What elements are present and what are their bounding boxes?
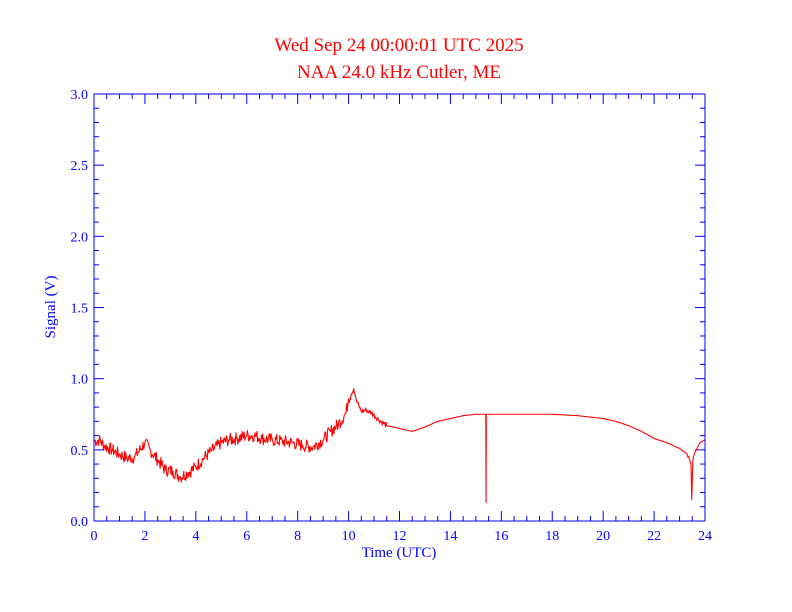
- y-tick-label: 0.0: [71, 515, 89, 530]
- y-axis-label: Signal (V): [43, 276, 59, 339]
- x-tick-label: 6: [243, 529, 250, 544]
- signal-series-line: [93, 388, 706, 504]
- x-axis-label: Time (UTC): [362, 545, 437, 561]
- y-tick-label: 2.5: [71, 159, 89, 174]
- x-tick-label: 22: [647, 529, 661, 544]
- y-tick-label: 1.5: [71, 302, 89, 317]
- y-tick-label: 0.5: [71, 444, 89, 459]
- x-tick-label: 0: [91, 529, 98, 544]
- x-tick-label: 18: [545, 529, 559, 544]
- x-tick-label: 8: [294, 529, 301, 544]
- plot-frame: [93, 93, 706, 522]
- x-tick-labels: 0 2 4 6 8 10 12 14 16 18 20 22 24: [91, 529, 713, 544]
- x-tick-label: 12: [393, 529, 407, 544]
- y-tick-label: 3.0: [71, 88, 89, 103]
- x-tick-label: 10: [342, 529, 356, 544]
- x-tick-label: 16: [494, 529, 508, 544]
- chart-title: Wed Sep 24 00:00:01 UTC 2025: [274, 35, 523, 56]
- chart-subtitle: NAA 24.0 kHz Cutler, ME: [297, 62, 501, 83]
- y-tick-label: 1.0: [71, 373, 89, 388]
- x-tick-label: 2: [141, 529, 148, 544]
- x-tick-label: 20: [596, 529, 610, 544]
- x-tick-label: 14: [443, 529, 457, 544]
- x-tick-label: 24: [698, 529, 712, 544]
- y-tick-labels: 0.0 0.5 1.0 1.5 2.0 2.5 3.0: [71, 88, 89, 530]
- axis-ticks: [93, 93, 706, 522]
- x-tick-label: 4: [192, 529, 199, 544]
- y-tick-label: 2.0: [71, 230, 89, 245]
